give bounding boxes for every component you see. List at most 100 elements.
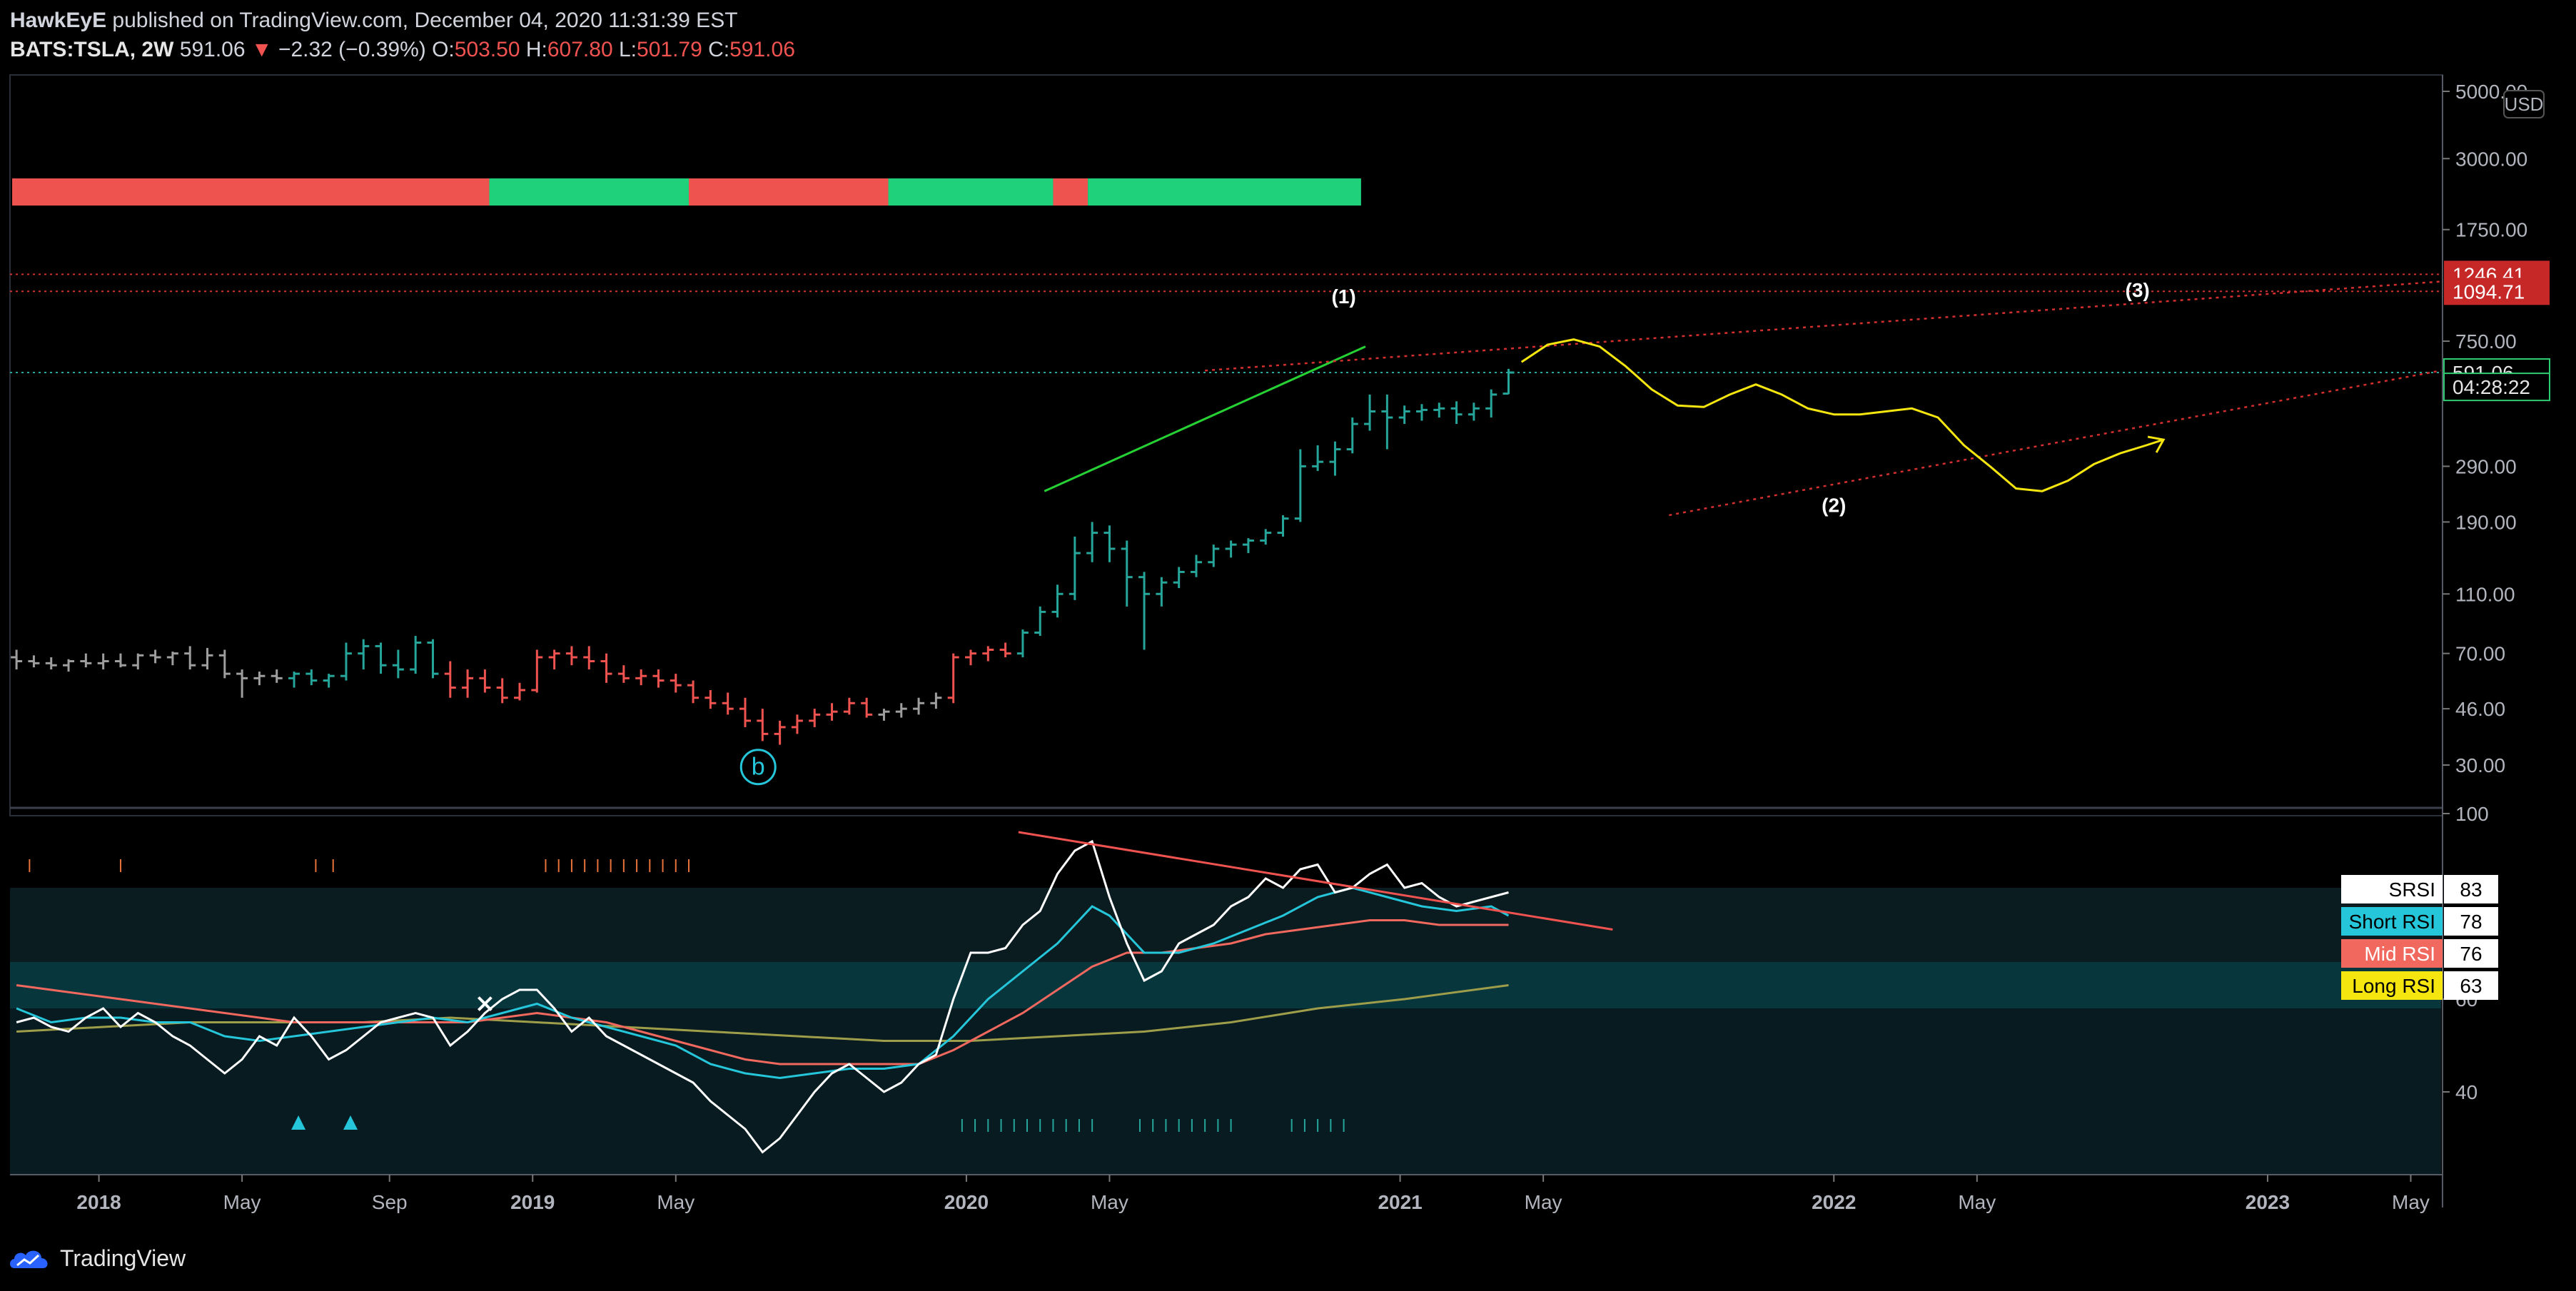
legend-value-box bbox=[2444, 907, 2498, 936]
ohlc-bar bbox=[149, 649, 161, 664]
trend-segment-bear bbox=[689, 178, 889, 206]
rsi-line-srsi bbox=[16, 839, 1509, 1154]
legend-name: Long RSI bbox=[2352, 975, 2435, 997]
legend-value-box bbox=[2444, 971, 2498, 1000]
ohlc-bar bbox=[514, 682, 526, 701]
ohlc-bar bbox=[843, 697, 855, 715]
ohlc-bar bbox=[1173, 567, 1185, 589]
ohlc-bar bbox=[1016, 629, 1029, 658]
ohlc-bar bbox=[1312, 445, 1324, 471]
rsi-line-mid-rsi bbox=[16, 919, 1509, 1065]
trend-segment-bull bbox=[1088, 178, 1361, 206]
time-tick-label: Sep bbox=[372, 1191, 408, 1213]
ohlc-bar bbox=[1468, 403, 1480, 421]
legend-name-box bbox=[2341, 907, 2443, 936]
ohlc-bar bbox=[1190, 555, 1202, 577]
wave-label: (1) bbox=[1331, 285, 1355, 308]
ohlc-bar bbox=[739, 697, 752, 727]
ohlc-bar bbox=[45, 657, 57, 670]
ohlc-bar bbox=[462, 669, 474, 698]
legend-value-box bbox=[2444, 875, 2498, 903]
currency-label: USD bbox=[2505, 93, 2544, 115]
legend-value: 78 bbox=[2460, 911, 2482, 933]
ohlc-bar bbox=[1329, 441, 1341, 476]
ohlc-bar bbox=[410, 636, 422, 674]
cross-signal-icon bbox=[477, 996, 493, 1011]
ohlc-bar bbox=[28, 655, 40, 668]
ohlc-bar bbox=[166, 652, 178, 666]
rsi-divergence-line[interactable] bbox=[1018, 831, 1613, 931]
time-axis[interactable]: 2018 May Sep 2019 May 2020 May 2021 May 2022 May 20… bbox=[10, 1174, 2443, 1213]
price-tick-label: 750.00 bbox=[2455, 330, 2517, 353]
ohlc-bar bbox=[1242, 538, 1254, 554]
ohlc-bar bbox=[1346, 417, 1358, 454]
ohlc-line: BATS:TSLA, 2W 591.06 ▼ −2.32 (−0.39%) O:… bbox=[10, 36, 795, 64]
ohlc-bar bbox=[11, 649, 23, 670]
trend-segment-bear bbox=[1053, 178, 1089, 206]
projection-line[interactable] bbox=[1520, 338, 2164, 492]
rsi-markers bbox=[29, 859, 1345, 1132]
time-tick-label: 2019 bbox=[510, 1191, 555, 1213]
trend-segment-bear bbox=[12, 178, 490, 206]
close-value: 591.06 bbox=[729, 38, 795, 61]
legend-name: Mid RSI bbox=[2364, 943, 2435, 965]
ohlc-bar bbox=[305, 669, 318, 686]
ohlc-bar bbox=[1364, 394, 1376, 431]
currency-badge[interactable] bbox=[2503, 90, 2545, 118]
ohlc-bar bbox=[878, 709, 890, 721]
projection-path[interactable] bbox=[1520, 338, 2166, 492]
ohlc-bar bbox=[722, 692, 734, 715]
buy-signal-triangle-icon bbox=[291, 1115, 306, 1130]
tradingview-cloud-icon bbox=[10, 1250, 48, 1268]
price-badge: 04:28:22 bbox=[2443, 373, 2550, 402]
ohlc-bar bbox=[861, 697, 873, 718]
time-tick-label: May bbox=[1091, 1191, 1128, 1213]
buy-signal-triangle-icon bbox=[343, 1115, 358, 1130]
trend-segment-bull bbox=[888, 178, 1054, 206]
ohlc-bar bbox=[895, 703, 907, 718]
ohlc-bar bbox=[1485, 389, 1497, 418]
ohlc-bar bbox=[774, 720, 786, 745]
ohlc-bar bbox=[323, 674, 335, 688]
ohlc-bar bbox=[1225, 540, 1237, 558]
time-tick-label: May bbox=[1958, 1191, 1996, 1213]
rsi-tick-label: 40 bbox=[2455, 1081, 2477, 1103]
time-tick-label: May bbox=[223, 1191, 261, 1213]
ohlc-bar bbox=[826, 703, 838, 721]
support-red-dotted-lower[interactable] bbox=[1669, 370, 2442, 517]
time-tick-label: 2021 bbox=[1378, 1191, 1422, 1213]
projection-arrowhead bbox=[2147, 435, 2166, 453]
ohlc-bar bbox=[496, 678, 508, 704]
publisher-name[interactable]: HawkEyE bbox=[10, 9, 107, 32]
ohlc-bar bbox=[791, 714, 803, 734]
ohlc-bar bbox=[600, 653, 612, 683]
time-tick-label: May bbox=[1525, 1191, 1562, 1213]
price-axis[interactable]: 5000.003000.001750.00750.00290.00190.001… bbox=[2442, 75, 2545, 1208]
ohlc-bar bbox=[375, 642, 387, 674]
time-tick-label: 2018 bbox=[76, 1191, 121, 1213]
trendlines[interactable] bbox=[1044, 280, 2442, 517]
ohlc-bar bbox=[930, 692, 942, 709]
ohlc-bar bbox=[184, 646, 196, 670]
ohlc-bar bbox=[1260, 529, 1272, 545]
ohlc-bar bbox=[704, 689, 717, 709]
price-badge: 1094.71 bbox=[2444, 278, 2550, 305]
ohlc-bar bbox=[392, 649, 404, 679]
ohlc-bar bbox=[1294, 449, 1306, 522]
time-tick-label: 2022 bbox=[1812, 1191, 1856, 1213]
time-tick-label: 2023 bbox=[2246, 1191, 2290, 1213]
ohlc-bar bbox=[809, 709, 821, 727]
upper-channel-green[interactable] bbox=[1044, 345, 1366, 492]
ohlc-bar bbox=[132, 653, 144, 670]
ohlc-bar bbox=[670, 674, 682, 693]
rsi-series bbox=[16, 831, 1613, 1154]
publish-line: HawkEyE published on TradingView.com, De… bbox=[10, 6, 795, 36]
tradingview-logo[interactable]: TradingView bbox=[9, 1240, 186, 1276]
price-tick-label: 3000.00 bbox=[2455, 148, 2527, 170]
ohlc-bar bbox=[271, 669, 283, 683]
symbol-label[interactable]: BATS:TSLA, 2W bbox=[10, 38, 174, 61]
ohlc-bar bbox=[97, 653, 109, 670]
chart-header: HawkEyE published on TradingView.com, De… bbox=[10, 6, 795, 64]
